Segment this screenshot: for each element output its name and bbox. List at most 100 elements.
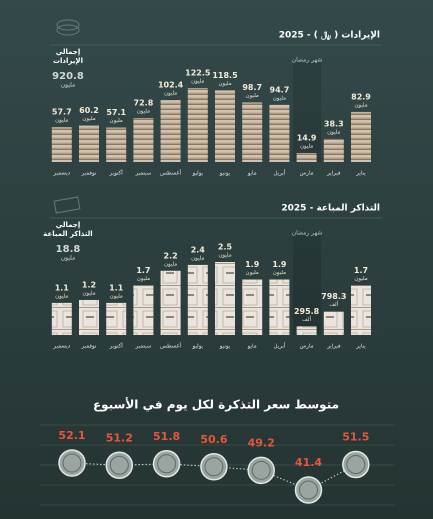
unit-label: مليون: [246, 270, 259, 276]
value-label: 1.1: [109, 283, 124, 292]
value-label: 1.7: [354, 266, 368, 275]
bar: [215, 262, 235, 335]
bar: [269, 104, 290, 162]
value-label: 1.7: [136, 266, 150, 275]
bar: [160, 270, 181, 335]
value-label: 295.8: [294, 307, 320, 316]
unit-label: مليون: [137, 276, 150, 282]
value-label: 94.7: [270, 85, 290, 94]
category-label: فبراير: [326, 344, 341, 350]
category-label: مارس: [300, 344, 314, 350]
coin-inner: [204, 457, 224, 477]
value-label: 122.5: [185, 69, 211, 78]
ramadan-shade: [293, 234, 321, 335]
category-label: يوليو: [192, 171, 204, 177]
value-label: 2.4: [191, 245, 206, 254]
unit-label: مليون: [354, 276, 367, 282]
value-label: 1.9: [245, 260, 260, 269]
value-label: 57.7: [52, 108, 72, 117]
bar: [351, 111, 371, 162]
value-label: 102.4: [158, 81, 184, 90]
coin-inner: [251, 460, 271, 480]
chart-title: متوسط سعر التذكرة لكل يوم في الأسبوع: [93, 397, 339, 413]
unit-label: مليون: [191, 255, 204, 261]
bar: [79, 299, 99, 335]
total-label: إجمالي: [56, 48, 80, 56]
unit-label: مليون: [82, 116, 95, 122]
value-label: 2.2: [164, 251, 178, 260]
value-label: 82.9: [351, 92, 371, 101]
value-label: 49.2: [248, 436, 275, 449]
bar: [133, 285, 154, 335]
bar: [106, 127, 127, 162]
bar: [323, 138, 344, 162]
total-value: 920.8: [52, 71, 84, 82]
category-label: مارس: [300, 171, 314, 177]
category-label: نوفمبر: [81, 344, 97, 350]
value-label: 60.2: [79, 106, 99, 115]
bar: [187, 264, 208, 335]
bar: [51, 127, 72, 162]
value-label: 51.5: [342, 431, 369, 444]
unit-label: مليون: [218, 81, 231, 87]
total-label: إجمالي: [56, 221, 80, 229]
value-label: 1.2: [82, 280, 96, 289]
category-label: أبريل: [274, 169, 286, 177]
ticket-icon: [53, 196, 81, 214]
bar: [296, 152, 317, 162]
unit-label: مليون: [55, 293, 68, 299]
category-label: أغسطس: [160, 169, 181, 177]
unit-label: مليون: [218, 253, 231, 259]
category-label: أكتوبر: [109, 342, 124, 350]
category-label: يناير: [355, 344, 366, 350]
unit-label: مليون: [164, 91, 177, 97]
bar: [79, 125, 99, 162]
unit-label: مليون: [246, 93, 259, 99]
category-label: سبتمبر: [134, 171, 151, 177]
category-label: يناير: [355, 171, 366, 177]
value-label: 798.3: [321, 292, 346, 301]
value-label: 50.6: [200, 433, 227, 446]
category-label: أكتوبر: [109, 169, 124, 177]
coin-icon: [56, 19, 80, 36]
bar: [215, 90, 235, 162]
category-label: نوفمبر: [81, 171, 97, 177]
coin-inner: [109, 455, 129, 475]
chart-title: التذاكر المباعة - 2025: [281, 204, 380, 214]
bar: [351, 285, 371, 335]
annotation: شهر رمضان: [292, 230, 323, 237]
value-label: 2.5: [218, 243, 233, 252]
category-label: أبريل: [274, 342, 286, 350]
unit-label: مليون: [354, 102, 367, 108]
unit-label: مليون: [110, 293, 123, 299]
category-label: فبراير: [326, 171, 341, 177]
bar: [133, 118, 154, 162]
value-label: 41.4: [295, 456, 322, 469]
bar: [106, 302, 127, 335]
coin-inner: [299, 480, 318, 500]
value-label: 51.8: [153, 430, 180, 443]
ramadan-shade: [293, 62, 321, 162]
unit-label: مليون: [164, 261, 177, 267]
unit-label: ألف: [302, 315, 311, 323]
unit-label: مليون: [82, 290, 95, 296]
category-label: ديسمبر: [52, 344, 70, 350]
value-label: 98.7: [242, 83, 262, 92]
unit-label: مليون: [110, 118, 123, 124]
bar: [242, 102, 263, 162]
category-label: يونيو: [219, 344, 231, 350]
category-label: يوليو: [192, 344, 204, 350]
value-label: 118.5: [212, 71, 238, 80]
value-label: 51.2: [106, 431, 133, 444]
annotation: شهر رمضان: [292, 57, 323, 64]
category-label: أغسطس: [160, 342, 181, 350]
coin-inner: [346, 455, 366, 475]
value-label: 1.9: [272, 260, 287, 269]
unit-label: مليون: [55, 118, 68, 124]
bar: [296, 326, 317, 335]
bar: [160, 100, 181, 162]
unit-label: مليون: [327, 129, 340, 135]
